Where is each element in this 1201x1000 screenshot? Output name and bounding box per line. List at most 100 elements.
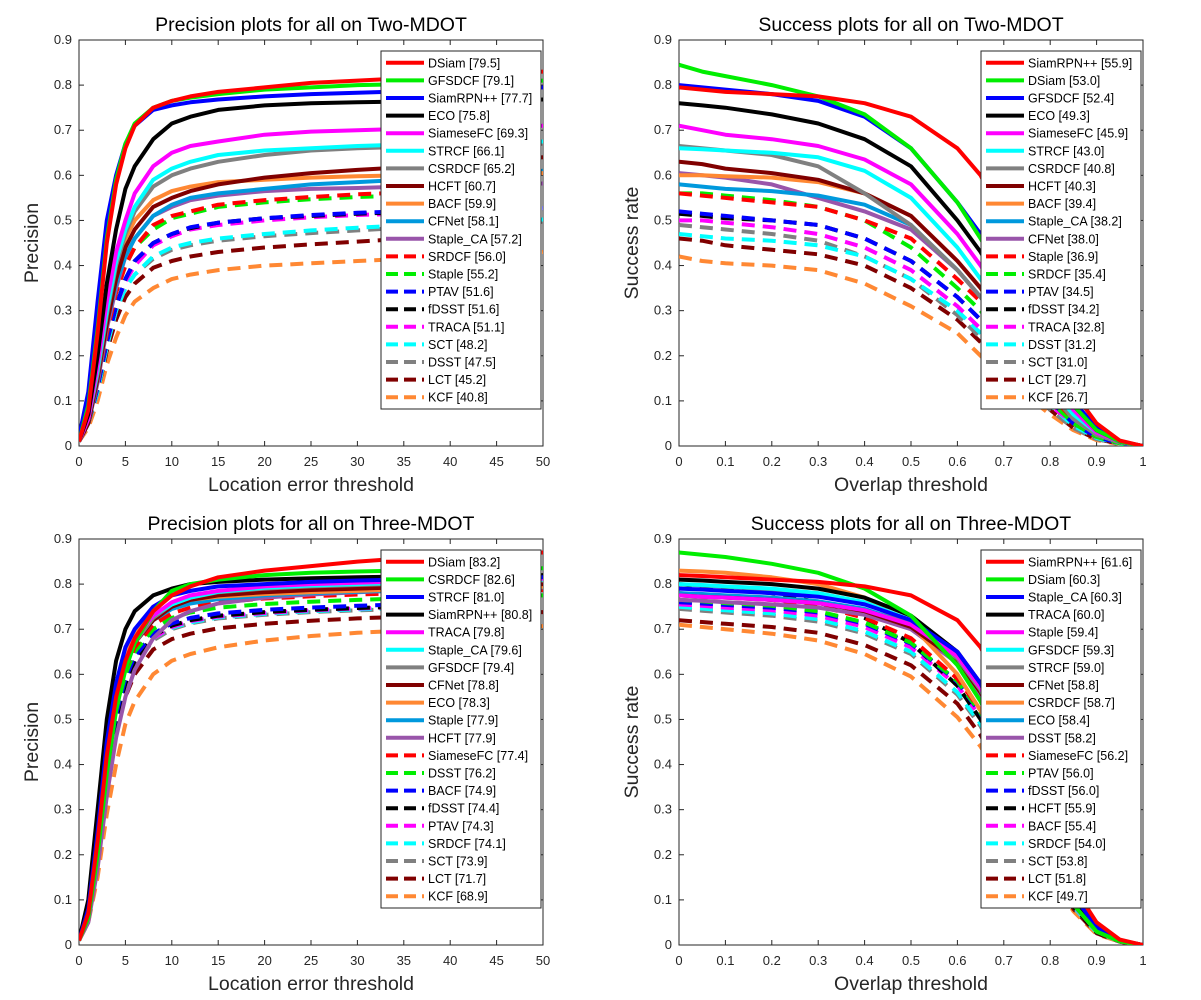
legend-entry: SRDCF [74.1]: [428, 837, 506, 851]
legend: SiamRPN++ [55.9] DSiam [53.0] GFSDCF [52.4…: [980, 50, 1142, 410]
y-tick-label: 0.3: [54, 303, 72, 318]
legend: DSiam [83.2] CSRDCF [82.6] STRCF [81.0] Sia…: [380, 549, 542, 909]
series-line-traca: [679, 218, 1143, 446]
legend-entry: SCT [31.0]: [1028, 356, 1088, 370]
x-tick-label: 0.9: [1088, 953, 1106, 968]
legend-entry: GFSDCF [52.4]: [1028, 92, 1114, 106]
legend-entry: HCFT [40.3]: [1028, 180, 1096, 194]
x-tick-label: 0.4: [856, 454, 874, 469]
legend-entry: Staple_CA [38.2]: [1028, 215, 1122, 229]
y-tick-label: 0.7: [54, 621, 72, 636]
x-tick-label: 40: [443, 454, 457, 469]
x-tick-label: 0.3: [809, 454, 827, 469]
legend-entry: DSST [58.2]: [1028, 731, 1096, 745]
legend-entry: KCF [49.7]: [1028, 890, 1088, 904]
legend-entry: SiameseFC [77.4]: [428, 749, 528, 763]
y-tick-label: 0.2: [54, 847, 72, 862]
y-tick-label: 0.2: [654, 847, 672, 862]
x-axis-label: Location error threshold: [208, 474, 414, 496]
legend-entry: ECO [75.8]: [428, 109, 490, 123]
x-tick-label: 0.6: [948, 454, 966, 469]
y-tick-label: 0: [665, 438, 672, 453]
legend-entry: DSiam [53.0]: [1028, 74, 1100, 88]
legend-entry: ECO [78.3]: [428, 696, 490, 710]
legend-entry: SiamRPN++ [77.7]: [428, 92, 532, 106]
legend-box: [980, 549, 1142, 909]
x-tick-label: 40: [443, 953, 457, 968]
legend-entry: SiameseFC [45.9]: [1028, 127, 1128, 141]
legend-entry: SCT [53.8]: [1028, 855, 1088, 869]
y-tick-label: 0.7: [654, 621, 672, 636]
series-lines: [679, 550, 1143, 945]
legend-entry: CFNet [78.8]: [428, 679, 499, 693]
legend-entry: PTAV [34.5]: [1028, 285, 1094, 299]
y-tick-label: 0.9: [654, 531, 672, 546]
x-tick-label: 15: [211, 953, 225, 968]
y-tick-label: 0.7: [54, 122, 72, 137]
legend-entry: HCFT [55.9]: [1028, 802, 1096, 816]
x-tick-label: 0.9: [1088, 454, 1106, 469]
y-tick-label: 0.8: [54, 576, 72, 591]
legend-entry: SRDCF [35.4]: [1028, 268, 1106, 282]
legend-box: [380, 50, 542, 410]
legend-entry: TRACA [51.1]: [428, 320, 504, 334]
chart-panel-1: 0 5 10 15 20 25 30 35 40 45 50 0 0.1 0.2 0.3 0.4 0.5 0.6 0…: [21, 14, 550, 496]
y-tick-label: 0.8: [54, 77, 72, 92]
legend-entry: SiameseFC [69.3]: [428, 127, 528, 141]
x-tick-label: 30: [350, 953, 364, 968]
legend-entry: BACF [39.4]: [1028, 197, 1096, 211]
x-tick-label: 0.3: [809, 953, 827, 968]
x-tick-label: 1: [1139, 454, 1146, 469]
y-axis-label: Success rate: [621, 686, 643, 799]
legend-entry: KCF [40.8]: [428, 391, 488, 405]
x-axis-label: Overlap threshold: [834, 474, 988, 496]
legend-entry: KCF [68.9]: [428, 890, 488, 904]
y-tick-label: 0.6: [54, 167, 72, 182]
legend-entry: HCFT [60.7]: [428, 180, 496, 194]
legend-entry: STRCF [81.0]: [428, 591, 504, 605]
y-tick-label: 0.3: [54, 802, 72, 817]
y-tick-label: 0.4: [54, 757, 72, 772]
y-axis-label: Precision: [21, 203, 43, 283]
y-tick-label: 0.5: [54, 711, 72, 726]
legend-entry: SiameseFC [56.2]: [1028, 749, 1128, 763]
x-tick-label: 10: [165, 953, 179, 968]
x-tick-label: 0.1: [716, 953, 734, 968]
legend-entry: CFNet [58.1]: [428, 215, 499, 229]
legend-entry: SCT [48.2]: [428, 338, 488, 352]
y-tick-label: 0.4: [654, 757, 672, 772]
x-axis-label: Overlap threshold: [834, 973, 988, 995]
legend-entry: fDSST [51.6]: [428, 303, 499, 317]
legend-entry: SiamRPN++ [55.9]: [1028, 56, 1132, 70]
legend: DSiam [79.5] GFSDCF [79.1] SiamRPN++ [77.7…: [380, 50, 542, 410]
legend-entry: DSiam [83.2]: [428, 555, 500, 569]
y-tick-label: 0: [665, 937, 672, 952]
y-tick-label: 0.7: [654, 122, 672, 137]
legend-entry: CFNet [38.0]: [1028, 232, 1099, 246]
series-line-kcf: [679, 622, 1143, 945]
legend-entry: GFSDCF [59.3]: [1028, 643, 1114, 657]
legend-box: [380, 549, 542, 909]
legend-entry: STRCF [66.1]: [428, 144, 504, 158]
series-line-kcf: [679, 254, 1143, 446]
x-tick-label: 0.4: [856, 953, 874, 968]
y-tick-label: 0.5: [654, 212, 672, 227]
y-tick-label: 0.8: [654, 77, 672, 92]
legend-entry: DSST [31.2]: [1028, 338, 1096, 352]
x-tick-label: 0: [75, 953, 82, 968]
y-tick-label: 0.4: [54, 258, 72, 273]
y-tick-label: 0.5: [54, 212, 72, 227]
legend-entry: STRCF [59.0]: [1028, 661, 1104, 675]
legend-entry: PTAV [56.0]: [1028, 767, 1094, 781]
legend-entry: PTAV [74.3]: [428, 819, 494, 833]
legend-entry: CSRDCF [65.2]: [428, 162, 515, 176]
y-tick-label: 0.2: [654, 348, 672, 363]
chart-panel-2: 0 0.1 0.2 0.3 0.4 0.5 0.6 0.7 0.8 0.9 1 0 0.1 0.2 0.3 0…: [621, 14, 1147, 496]
legend: SiamRPN++ [61.6] DSiam [60.3] Staple_CA [6…: [980, 549, 1142, 909]
x-tick-label: 0.5: [902, 454, 920, 469]
y-tick-label: 0.5: [654, 711, 672, 726]
series-line-srdcf: [679, 191, 1143, 446]
legend-entry: TRACA [79.8]: [428, 626, 504, 640]
y-tick-label: 0.4: [654, 258, 672, 273]
x-tick-label: 0.8: [1041, 953, 1059, 968]
